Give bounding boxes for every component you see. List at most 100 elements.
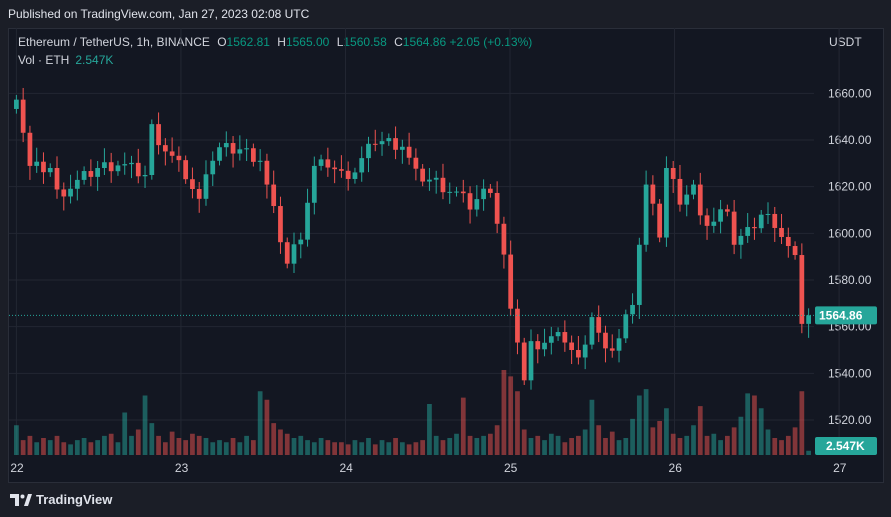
candle-body [454, 191, 459, 193]
candle-body [74, 179, 80, 189]
volume-bar [352, 440, 358, 455]
volume-bar [88, 442, 94, 455]
candle-body [156, 124, 161, 146]
volume-bar [670, 433, 676, 455]
candle-body [460, 191, 466, 194]
volume-bar [508, 376, 514, 455]
volume-bar [210, 442, 216, 455]
volume-bar [217, 440, 222, 455]
volume-bar [440, 440, 446, 455]
candle-body [190, 179, 195, 189]
candle-body [372, 143, 378, 145]
volume-legend: Vol · ETH 2.547K [18, 53, 113, 67]
volume-bar [284, 433, 290, 455]
volume-bar [251, 440, 256, 455]
candle-body [244, 148, 249, 150]
candle-body [393, 138, 398, 150]
volume-bar [311, 442, 317, 455]
volume-bar [129, 435, 134, 455]
volume-bar [433, 435, 439, 455]
candle-body [731, 211, 737, 245]
volume-bar [190, 433, 195, 455]
candle-body [352, 172, 358, 179]
volume-bar [603, 438, 608, 455]
volume-bar [758, 408, 764, 455]
candle-body [799, 255, 805, 324]
x-tick-label: 27 [833, 461, 847, 475]
last-volume-label: 2.547K [826, 439, 865, 453]
candle-body [765, 213, 771, 215]
high-key: H [277, 35, 286, 49]
candle-body [603, 332, 608, 349]
candle-body [745, 227, 751, 236]
last-volume-badge [815, 437, 877, 455]
volume-bar [664, 408, 669, 455]
candle-body [467, 193, 473, 210]
x-tick-label: 25 [504, 461, 518, 475]
candle-body [704, 215, 710, 226]
volume-bar [589, 399, 595, 455]
tradingview-footer[interactable]: TradingView [10, 492, 112, 507]
volume-bar [372, 444, 378, 455]
volume-bar [305, 440, 310, 455]
candle-body [298, 239, 304, 245]
volume-bar [61, 442, 67, 455]
candle-body [278, 206, 283, 243]
candle-body [487, 188, 493, 193]
currency-unit[interactable]: USDT [829, 35, 862, 49]
chart-panel[interactable] [8, 28, 884, 483]
volume-bar [108, 433, 114, 455]
volume-bar [697, 406, 703, 455]
volume-bar [515, 391, 520, 455]
candle-body [135, 162, 141, 177]
volume-bar [657, 421, 663, 455]
volume-bar [487, 433, 493, 455]
candle-body [684, 194, 690, 205]
y-tick-label: 1540.00 [828, 366, 872, 380]
candle-body [501, 223, 507, 255]
close-value: 1564.86 [402, 35, 447, 49]
last-price-label: 1564.86 [819, 308, 863, 322]
candle-body [792, 246, 798, 256]
volume-bar [278, 429, 283, 455]
candle-body [697, 184, 703, 216]
volume-bar [257, 391, 263, 455]
volume-label[interactable]: Vol · ETH [18, 53, 70, 67]
volume-bar [176, 438, 182, 455]
volume-bar [609, 431, 615, 455]
volume-bar [454, 433, 459, 455]
candle-body [427, 179, 432, 182]
low-value: 1560.58 [343, 35, 387, 49]
volume-bar [68, 444, 73, 455]
volume-bar [244, 435, 249, 455]
candle-body [609, 348, 615, 351]
volume-bar [562, 442, 568, 455]
volume-value: 2.547K [75, 53, 114, 67]
candle-body [122, 164, 128, 166]
y-tick-label: 1660.00 [828, 86, 872, 100]
symbol-title[interactable]: Ethereum / TetherUS, 1h, BINANCE [18, 35, 210, 49]
candle-body [339, 169, 344, 171]
candle-body [569, 342, 574, 350]
candle-body [203, 174, 209, 199]
volume-bar [467, 435, 473, 455]
volume-bar [623, 438, 629, 455]
candle-body [433, 177, 439, 180]
candle-body [542, 342, 547, 350]
volume-bar [643, 389, 649, 455]
volume-bar [183, 440, 189, 455]
volume-bar [548, 433, 554, 455]
candle-body [271, 184, 277, 207]
volume-bar [399, 442, 405, 455]
volume-bar [785, 435, 791, 455]
volume-bar [102, 435, 107, 455]
volume-bar [745, 393, 751, 455]
volume-bar [711, 433, 717, 455]
candle-body [264, 160, 270, 185]
volume-bar [325, 440, 331, 455]
volume-bar [74, 440, 80, 455]
candle-body [176, 155, 182, 161]
volume-bar [332, 442, 338, 455]
volume-bar [799, 391, 805, 455]
